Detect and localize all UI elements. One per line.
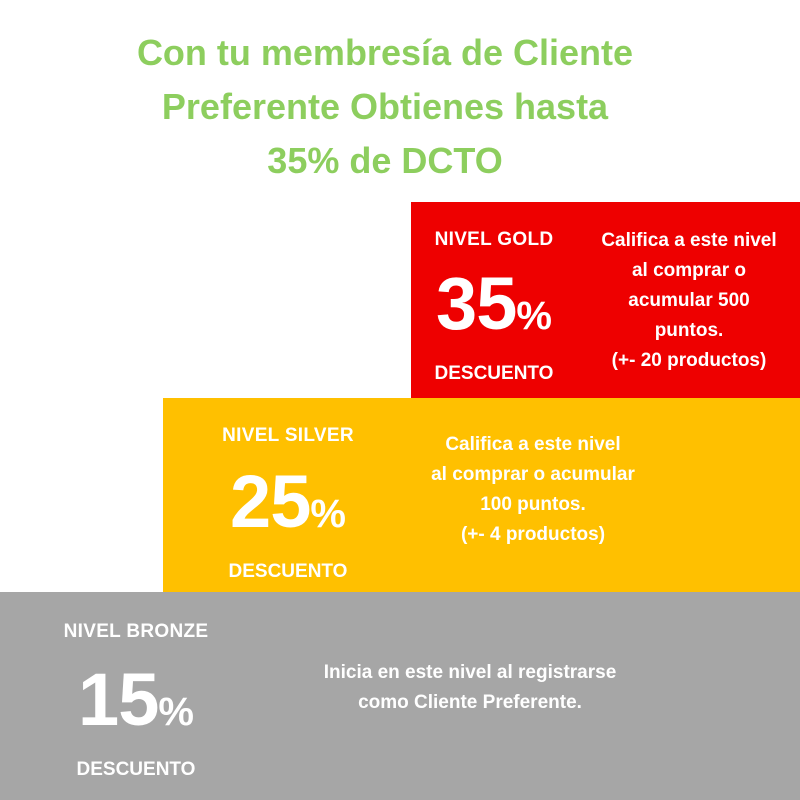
tier-description: Inicia en este nivel al registrarse como…	[270, 658, 670, 718]
tier-gold-block: NIVEL GOLD 35% DESCUENTO Califica a este…	[411, 202, 800, 398]
discount-label: DESCUENTO	[434, 363, 554, 384]
silver-discount-badge: NIVEL SILVER 25% DESCUENTO	[203, 424, 373, 584]
description-line: puntos.	[654, 320, 724, 341]
discount-percent: 35%	[419, 264, 569, 356]
page-title: Con tu membresía de Cliente Preferente O…	[0, 26, 770, 188]
description-line: 100 puntos.	[480, 494, 586, 515]
description-line: (+- 4 productos)	[460, 524, 606, 545]
discount-label: DESCUENTO	[76, 759, 196, 780]
tier-bronze-block: NIVEL BRONZE 15% DESCUENTO Inicia en est…	[0, 592, 800, 800]
tier-description: Califica a este nivel al comprar o acumu…	[579, 226, 799, 376]
description-line: al comprar o	[631, 260, 747, 281]
headline-line: 35% de DCTO	[267, 140, 503, 181]
description-line: acumular 500	[628, 290, 750, 311]
discount-percent-number: 35	[436, 262, 517, 345]
tier-name: NIVEL BRONZE	[63, 621, 209, 642]
discount-percent-number: 25	[230, 460, 311, 543]
tier-name: NIVEL SILVER	[222, 425, 354, 446]
percent-sign: %	[516, 294, 552, 338]
headline-line: Preferente Obtienes hasta	[161, 86, 609, 127]
gold-discount-badge: NIVEL GOLD 35% DESCUENTO	[419, 228, 569, 386]
description-line: Califica a este nivel	[601, 230, 777, 251]
description-line: al comprar o acumular	[431, 464, 635, 485]
tier-name: NIVEL GOLD	[434, 229, 554, 250]
discount-percent: 15%	[56, 660, 216, 752]
bronze-discount-badge: NIVEL BRONZE 15% DESCUENTO	[56, 620, 216, 782]
discount-label: DESCUENTO	[228, 561, 348, 582]
percent-sign: %	[310, 492, 346, 536]
description-line: como Cliente Preferente.	[358, 692, 582, 713]
description-line: Califica a este nivel	[445, 434, 621, 455]
description-line: Inicia en este nivel al registrarse	[323, 662, 617, 683]
percent-sign: %	[158, 690, 194, 734]
tier-description: Califica a este nivel al comprar o acumu…	[383, 430, 683, 550]
headline-line: Con tu membresía de Cliente	[136, 32, 634, 73]
discount-percent: 25%	[203, 462, 373, 554]
description-line: (+- 20 productos)	[611, 350, 767, 371]
tier-silver-block: NIVEL SILVER 25% DESCUENTO Califica a es…	[163, 398, 800, 592]
discount-percent-number: 15	[78, 658, 159, 741]
